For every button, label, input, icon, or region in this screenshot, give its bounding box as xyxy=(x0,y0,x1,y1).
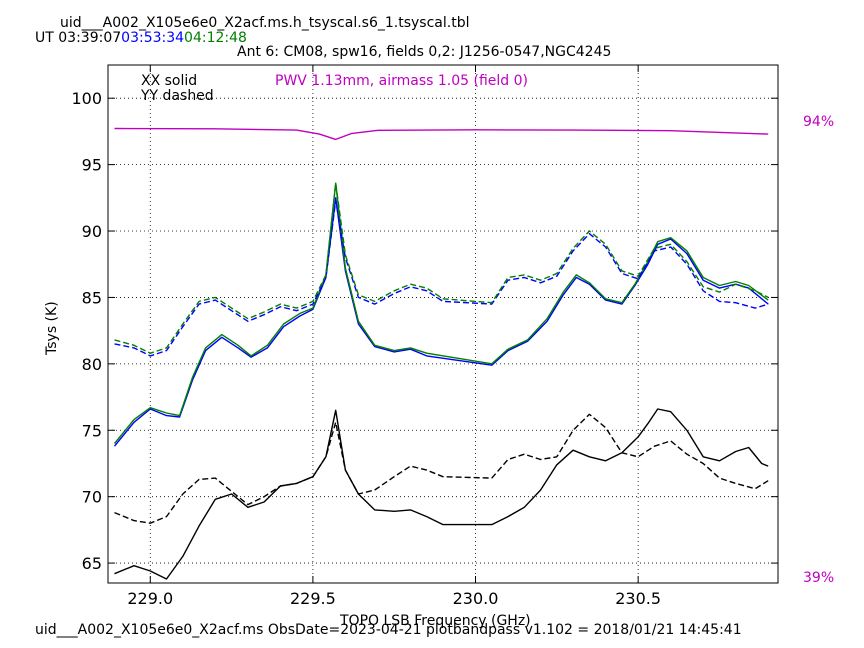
ut-times: UT 03:39:0703:53:3404:12:48 xyxy=(35,30,247,46)
x-tick-label: 230.5 xyxy=(615,589,661,608)
y-tick-label: 80 xyxy=(82,355,102,374)
ticks: 229.0 229.5 230.0 230.5 65 70 75 80 85 90 95 100 xyxy=(71,65,778,608)
legend-xx: XX solid xyxy=(141,73,198,89)
series-line-xx-solid xyxy=(114,408,769,580)
y-tick-label: 100 xyxy=(71,89,102,108)
grid xyxy=(108,65,778,583)
legend-pwv: PWV 1.13mm, airmass 1.05 (field 0) xyxy=(275,73,529,89)
footer: uid___A002_X105e6e0_X2acf.ms ObsDate=202… xyxy=(35,622,742,638)
filename-title: uid___A002_X105e6e0_X2acf.ms.h_tsyscal.s… xyxy=(60,15,470,31)
y-tick-label: 90 xyxy=(82,222,102,241)
series-line-yy-dashed xyxy=(114,413,769,524)
subtitle: Ant 6: CM08, spw16, fields 0,2: J1256-05… xyxy=(237,44,612,60)
ut-label: UT xyxy=(35,30,54,46)
y-tick-label: 65 xyxy=(82,554,102,573)
y-tick-label: 70 xyxy=(82,488,102,507)
right-axis-bottom-label: 39% xyxy=(803,570,835,586)
y-tick-label: 75 xyxy=(82,421,102,440)
x-tick-label: 229.0 xyxy=(127,589,173,608)
time-end: 04:12:48 xyxy=(184,30,247,46)
x-tick-label: 230.0 xyxy=(453,589,499,608)
legend-yy: YY dashed xyxy=(141,88,214,104)
right-axis-top-label: 94% xyxy=(803,114,835,130)
y-tick-label: 85 xyxy=(82,288,102,307)
series-line-yy-dashed xyxy=(114,182,769,354)
x-tick-label: 229.5 xyxy=(290,589,336,608)
x-axis-label: TOPO LSB Frequency (GHz) xyxy=(340,613,531,629)
series-line-yy-dashed xyxy=(114,199,769,357)
time-mid: 03:53:34 xyxy=(121,30,185,46)
series-line-xx-solid xyxy=(113,197,769,447)
series-line-pwv-solid xyxy=(114,127,769,141)
y-tick-label: 95 xyxy=(82,156,102,175)
y-axis-label: Tsys (K) xyxy=(44,301,60,355)
series-group xyxy=(113,127,769,580)
series-line-xx-solid xyxy=(113,182,769,444)
time-start: 03:39:07 xyxy=(58,30,122,46)
axes-frame xyxy=(107,64,779,584)
